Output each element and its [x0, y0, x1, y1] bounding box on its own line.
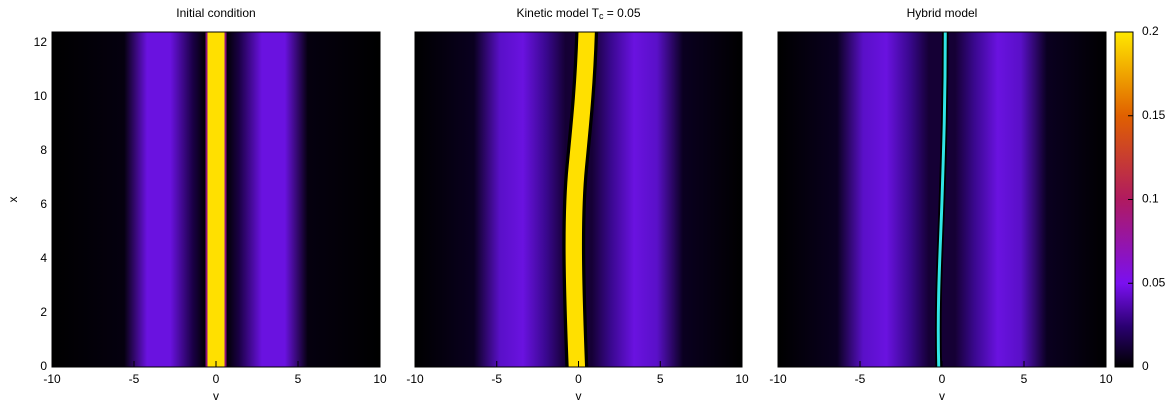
y-tick-label: 8 — [40, 143, 47, 157]
y-tick-label: 2 — [40, 305, 47, 319]
x-axis-label: v — [939, 389, 945, 403]
x-tick-label: 0 — [939, 372, 946, 386]
x-tick-label: 5 — [1021, 372, 1028, 386]
x-tick-label: -10 — [43, 372, 61, 386]
y-tick-label: 10 — [34, 89, 48, 103]
heatmap-image — [778, 32, 1106, 367]
y-tick-label: 0 — [40, 359, 47, 373]
panel-title: Hybrid model — [907, 6, 978, 20]
title-part: = 0.05 — [603, 6, 640, 20]
x-axis-label: v — [213, 389, 219, 403]
y-tick-label: 6 — [40, 197, 47, 211]
x-axis-label: v — [576, 389, 582, 403]
title-part: c — [599, 11, 604, 21]
heatmap-image — [52, 32, 380, 367]
colorbar-tick-label: 0.15 — [1142, 108, 1166, 122]
x-tick-label: -5 — [855, 372, 866, 386]
x-tick-label: 0 — [575, 372, 582, 386]
x-tick-label: 10 — [735, 372, 749, 386]
heatmap-image — [415, 32, 742, 367]
panel-title: Initial condition — [176, 6, 255, 20]
x-tick-label: -10 — [406, 372, 424, 386]
y-axis-label: x — [6, 197, 20, 203]
title-part: Kinetic model T — [516, 6, 599, 20]
x-tick-label: 5 — [657, 372, 664, 386]
x-tick-label: -5 — [491, 372, 502, 386]
panel-title: Kinetic model Tc = 0.05 — [516, 6, 640, 21]
x-tick-label: 0 — [213, 372, 220, 386]
x-tick-label: 5 — [295, 372, 302, 386]
colorbar-tick-label: 0 — [1142, 359, 1149, 373]
x-tick-label: -10 — [769, 372, 787, 386]
y-tick-label: 12 — [34, 35, 48, 49]
colorbar-tick-label: 0.05 — [1142, 275, 1166, 289]
colorbar-tick-label: 0.2 — [1142, 24, 1159, 38]
colorbar-tick-label: 0.1 — [1142, 192, 1159, 206]
x-tick-label: -5 — [129, 372, 140, 386]
y-tick-label: 4 — [40, 251, 47, 265]
x-tick-label: 10 — [373, 372, 387, 386]
x-tick-label: 10 — [1099, 372, 1113, 386]
